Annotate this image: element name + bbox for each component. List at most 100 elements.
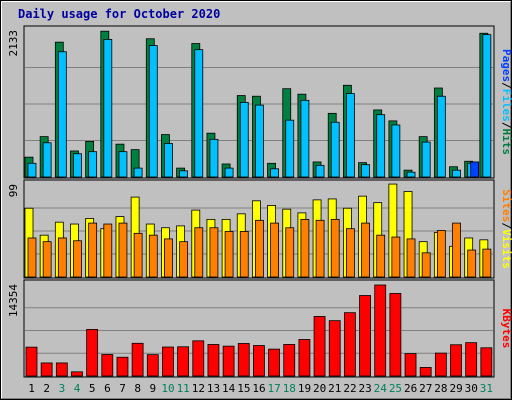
- visits-bar-sites-22: [345, 228, 355, 278]
- hits-bar-files-27: [421, 141, 431, 178]
- kbytes-bar-kbytes-7: [116, 356, 129, 377]
- visits-bar-sites-29: [452, 222, 461, 278]
- hits-bar-files-8: [133, 167, 143, 178]
- visits-bar-sites-30: [467, 249, 477, 278]
- x-tick-18: 18: [283, 382, 296, 395]
- hits-side-label-3: /: [500, 122, 512, 129]
- hits-bar-files-24: [376, 114, 386, 178]
- hits-bar-files-25: [391, 124, 401, 178]
- visits-bar-sites-3: [57, 237, 67, 278]
- visits-bar-sites-10: [164, 238, 173, 278]
- x-tick-25: 25: [389, 382, 402, 395]
- kbytes-side-label: KBytes: [500, 309, 512, 349]
- x-tick-27: 27: [419, 382, 432, 395]
- visits-bar-sites-7: [118, 222, 128, 278]
- visits-bar-sites-21: [330, 218, 340, 278]
- x-tick-29: 29: [449, 382, 462, 395]
- x-tick-20: 20: [313, 382, 326, 395]
- kbytes-bar-kbytes-30: [465, 342, 478, 377]
- panel-visits: 99 Sites/Visits: [7, 179, 512, 279]
- hits-bar-files-13: [209, 138, 219, 178]
- kbytes-ymax-label: 14354: [7, 284, 20, 317]
- visits-bar-sites-14: [224, 231, 234, 278]
- kbytes-bar-kbytes-29: [450, 344, 462, 377]
- hits-side-label-2: Files: [500, 89, 512, 122]
- hits-bar-files-17: [270, 168, 279, 178]
- x-tick-11: 11: [177, 382, 190, 395]
- kbytes-bar-kbytes-31: [480, 347, 493, 377]
- kbytes-bar-kbytes-12: [192, 340, 205, 377]
- visits-bar-sites-25: [391, 236, 401, 278]
- x-tick-30: 30: [465, 382, 478, 395]
- kbytes-bar-kbytes-17: [268, 348, 280, 377]
- kbytes-bar-kbytes-1: [25, 346, 38, 377]
- visits-bar-sites-17: [270, 222, 279, 278]
- kbytes-bar-kbytes-20: [313, 316, 326, 377]
- x-tick-22: 22: [343, 382, 356, 395]
- kbytes-bar-kbytes-24: [374, 284, 387, 377]
- hits-bar-files-9: [148, 45, 158, 178]
- hits-bar-files-26: [406, 171, 416, 178]
- kbytes-bar-kbytes-10: [162, 346, 174, 377]
- visits-bar-sites-5: [88, 222, 98, 278]
- visits-bar-sites-15: [239, 231, 249, 278]
- hits-side-label-1: /: [500, 82, 512, 89]
- hits-bar-files-31: [482, 34, 492, 178]
- kbytes-bar-kbytes-18: [283, 344, 296, 377]
- visits-bar-sites-13: [209, 227, 219, 278]
- visits-side-label-1: /: [500, 222, 512, 229]
- visits-bar-sites-11: [179, 241, 189, 278]
- visits-bar-sites-1: [27, 237, 37, 278]
- chart-title: Daily usage for October 2020: [18, 7, 220, 21]
- hits-bar-files-5: [88, 151, 98, 178]
- visits-bar-sites-28: [436, 230, 446, 278]
- x-tick-3: 3: [59, 382, 66, 395]
- visits-bar-sites-8: [133, 232, 143, 278]
- hits-bar-files-3: [57, 51, 67, 178]
- visits-side-label-0: Sites: [500, 189, 512, 222]
- kbytes-bar-kbytes-8: [131, 342, 144, 377]
- hits-bar-files-29: [452, 169, 461, 178]
- x-tick-28: 28: [434, 382, 447, 395]
- kbytes-bar-kbytes-25: [389, 293, 402, 377]
- hits-bar-files-2: [42, 142, 52, 178]
- x-axis: 1 2 3 4 5 6 7 8 9 10 11 12 13 14 15 16 17 18 19 20 21 22 23 24 2…: [28, 382, 493, 395]
- x-tick-2: 2: [43, 382, 50, 395]
- x-tick-4: 4: [74, 382, 81, 395]
- hits-bar-files-14: [224, 167, 234, 178]
- kbytes-bar-kbytes-21: [328, 320, 341, 377]
- x-tick-10: 10: [161, 382, 174, 395]
- x-tick-26: 26: [404, 382, 417, 395]
- hits-bar-files-23: [361, 164, 370, 178]
- hits-bar-files-18: [285, 119, 295, 178]
- visits-bar-sites-23: [361, 222, 370, 278]
- hits-bar-files-15: [239, 101, 249, 178]
- kbytes-bar-kbytes-27: [419, 367, 432, 377]
- kbytes-bar-kbytes-11: [177, 346, 190, 377]
- x-tick-1: 1: [28, 382, 35, 395]
- hits-bar-files-1: [27, 162, 37, 178]
- visits-bar-sites-31: [482, 248, 492, 278]
- x-tick-31: 31: [480, 382, 493, 395]
- x-tick-21: 21: [328, 382, 341, 395]
- kbytes-bar-kbytes-23: [359, 295, 371, 377]
- kbytes-side-label-0: KBytes: [500, 309, 512, 349]
- visits-bar-sites-24: [376, 234, 386, 278]
- hits-bar-files-6: [103, 39, 113, 178]
- x-tick-17: 17: [268, 382, 281, 395]
- x-tick-14: 14: [222, 382, 236, 395]
- kbytes-bar-kbytes-26: [404, 353, 417, 377]
- x-tick-5: 5: [89, 382, 96, 395]
- kbytes-bar-kbytes-4: [71, 371, 83, 377]
- visits-bar-sites-6: [103, 223, 113, 278]
- kbytes-bar-kbytes-14: [222, 345, 235, 377]
- x-tick-7: 7: [119, 382, 126, 395]
- x-tick-6: 6: [104, 382, 111, 395]
- panel-kbytes: 14354 KBytes: [7, 279, 512, 378]
- hits-bar-files-21: [330, 121, 340, 178]
- visits-bar-sites-27: [421, 252, 431, 278]
- kbytes-bar-kbytes-28: [434, 352, 447, 377]
- kbytes-bar-kbytes-15: [237, 343, 250, 377]
- kbytes-bar-kbytes-5: [86, 329, 99, 377]
